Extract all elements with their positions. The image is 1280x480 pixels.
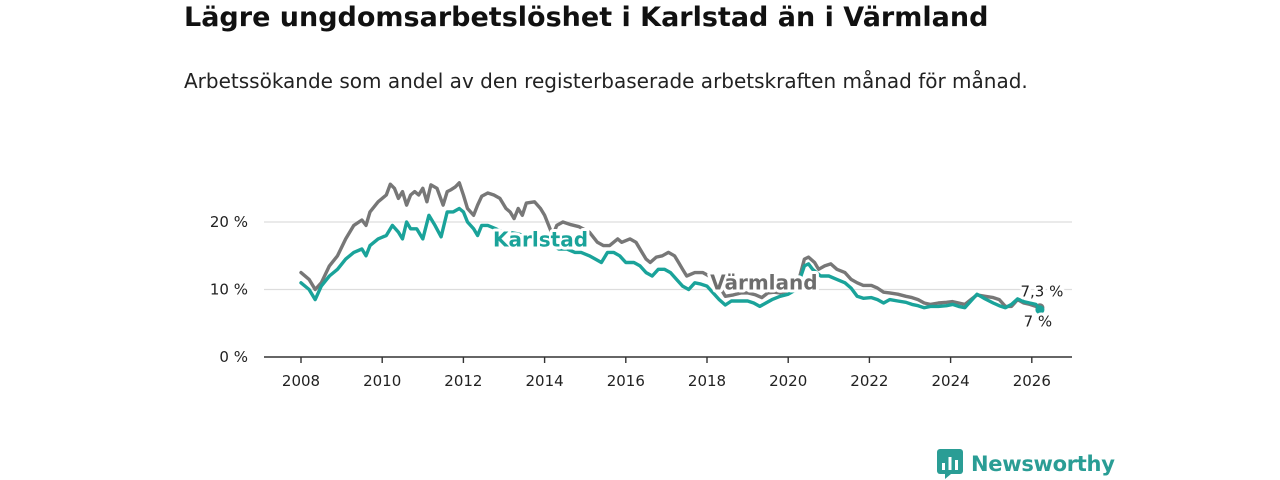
x-tick-label: 2020 — [769, 372, 807, 390]
series-line-karlstad — [299, 206, 1042, 312]
chart-subtitle: Arbetssökande som andel av den registerb… — [184, 69, 1028, 93]
series-label-varmland: Värmland — [710, 271, 818, 295]
y-tick-label: 10 % — [210, 281, 248, 299]
end-value-label-karlstad-halo: 7 % — [1024, 313, 1053, 331]
chart-title: Lägre ungdomsarbetslöshet i Karlstad än … — [184, 2, 989, 33]
y-tick-label: 0 % — [219, 348, 248, 366]
x-tick-label: 2026 — [1013, 372, 1051, 390]
x-tick-label: 2010 — [363, 372, 401, 390]
x-tick-label: 2018 — [688, 372, 726, 390]
newsworthy-logo: Newsworthy — [937, 448, 1115, 480]
series-label-karlstad-halo: Karlstad — [493, 227, 588, 251]
y-tick-label: 20 % — [210, 213, 248, 231]
series-lines — [299, 181, 1045, 315]
series-line-varmland — [299, 181, 1042, 310]
x-tick-label: 2016 — [607, 372, 645, 390]
x-tick-label: 2022 — [850, 372, 888, 390]
grid-lines — [264, 221, 1072, 291]
newsworthy-icon — [937, 449, 963, 479]
y-axis: 0 % 10 % 20 % — [210, 213, 248, 366]
series-end-marker-karlstad — [1035, 305, 1045, 315]
x-axis: 2008 2010 2012 2014 2016 2018 2020 2022 2024 2026 — [264, 356, 1072, 390]
brand-name: Newsworthy — [971, 452, 1115, 476]
end-value-label-varmland-halo: 7,3 % — [1020, 282, 1063, 300]
series-label-varmland-halo: Värmland — [710, 271, 818, 295]
x-tick-label: 2012 — [444, 372, 482, 390]
series-label-karlstad: Karlstad — [493, 227, 588, 251]
end-value-label-karlstad: 7 % — [1024, 313, 1053, 331]
end-value-label-varmland: 7,3 % — [1020, 282, 1063, 300]
x-tick-label: 2008 — [282, 372, 320, 390]
x-tick-label: 2024 — [932, 372, 970, 390]
x-tick-label: 2014 — [526, 372, 564, 390]
